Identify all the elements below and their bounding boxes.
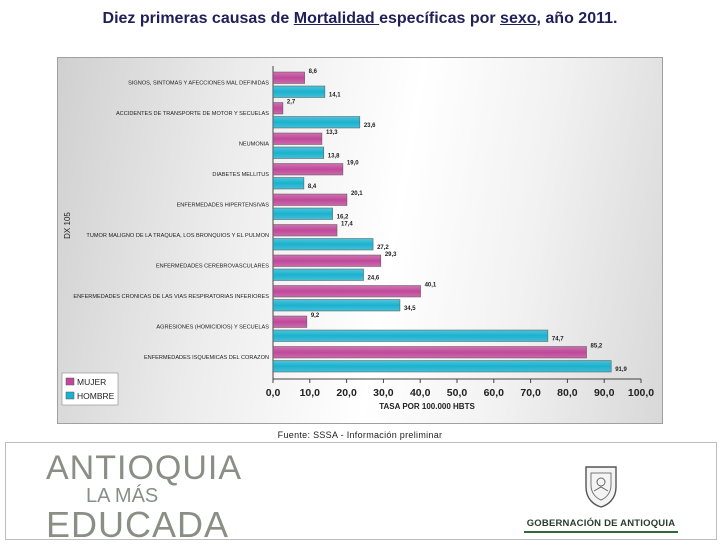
slide-title: Diez primeras causas de Mortalidad espec… — [0, 10, 720, 28]
source-note: Fuente: SSSA - Información preliminar — [277, 430, 443, 440]
category-label: TUMOR MALIGNO DE LA TRAQUEA, LOS BRONQUI… — [86, 233, 269, 239]
title-mortalidad: Mortalidad — [293, 10, 380, 27]
bar-mujer — [272, 132, 323, 145]
data-label: 16,2 — [337, 215, 349, 221]
x-tick-label: 100,0 — [628, 387, 654, 399]
y-axis-label: DX 105 — [63, 212, 72, 239]
x-tick-label: 0,0 — [266, 387, 281, 399]
category-label: ENFERMEDADES ISQUEMICAS DEL CORAZON — [144, 355, 269, 361]
x-tick-label: 70,0 — [520, 387, 541, 399]
logo-line-2: LA MÁS — [86, 485, 159, 507]
title-sexo: sexo — [500, 10, 537, 27]
data-label: 85,2 — [591, 344, 603, 350]
x-tick-label: 10,0 — [300, 387, 321, 399]
bar-hombre — [272, 238, 374, 251]
legend-swatch-mujer — [65, 377, 75, 386]
category-label: DIABETES MELLITUS — [212, 172, 269, 178]
footer-banner: ANTIOQUIA LA MÁS EDUCADA GOBERNACIÓN DE … — [5, 442, 717, 543]
category-label: SIGNOS, SINTOMAS Y AFECCIONES MAL DEFINI… — [128, 81, 269, 87]
bar-hombre — [272, 85, 326, 98]
title-text-end: , año 2011. — [536, 10, 618, 27]
data-label: 19,0 — [347, 161, 359, 167]
legend-label-mujer: MUJER — [77, 377, 106, 387]
bar-mujer — [272, 193, 348, 206]
data-label: 24,6 — [368, 276, 380, 282]
x-tick-label: 80,0 — [557, 387, 578, 399]
coat-of-arms-icon — [585, 466, 617, 508]
data-label: 13,3 — [326, 130, 338, 136]
bar-hombre — [272, 329, 549, 342]
data-label: 8,6 — [309, 69, 318, 75]
legend-label-hombre: HOMBRE — [77, 391, 115, 401]
bar-hombre — [272, 360, 612, 373]
x-axis-label: TASA POR 100.000 HBTS — [379, 402, 475, 411]
data-label: 9,2 — [311, 313, 320, 319]
bar-hombre — [272, 116, 361, 129]
title-text-mid: específicas por — [379, 10, 501, 27]
gobernacion-text: GOBERNACIÓN DE ANTIOQUIA — [526, 518, 676, 529]
data-label: 23,6 — [364, 123, 376, 129]
antioquia-la-mas-educada-logo: ANTIOQUIA LA MÁS EDUCADA — [46, 451, 242, 543]
data-label: 17,4 — [341, 222, 353, 228]
mortality-bar-chart: 0,0 10,0 20,0 30,0 40,0 50,0 60,0 70,0 80,0 90,0 1… — [61, 66, 654, 411]
gobernacion-rule — [524, 531, 678, 533]
category-label: ENFERMEDADES HIPERTENSIVAS — [177, 203, 270, 209]
data-label: 74,7 — [552, 337, 564, 343]
data-label: 8,4 — [308, 184, 317, 190]
data-label: 27,2 — [377, 245, 389, 251]
logo-line-3: EDUCADA — [46, 504, 230, 545]
logo-line-1: ANTIOQUIA — [46, 449, 243, 487]
category-label: ENFERMEDADES CRONICAS DE LAS VIAS RESPIR… — [73, 294, 269, 300]
gobernacion-logo: GOBERNACIÓN DE ANTIOQUIA — [516, 463, 686, 533]
bar-mujer — [272, 224, 338, 237]
data-label: 13,8 — [328, 154, 340, 160]
x-tick-label: 60,0 — [484, 387, 505, 399]
data-label: 40,1 — [425, 283, 437, 289]
x-tick-label: 20,0 — [336, 387, 357, 399]
category-label: ACCIDENTES DE TRANSPORTE DE MOTOR Y SECU… — [116, 111, 269, 117]
data-label: 14,1 — [329, 93, 341, 99]
data-label: 34,5 — [404, 306, 416, 312]
category-label: NEUMONIA — [239, 142, 269, 148]
x-tick-label: 30,0 — [373, 387, 394, 399]
bar-mujer — [272, 346, 587, 359]
category-label: AGRESIONES (HOMICIDIOS) Y SECUELAS — [156, 325, 269, 331]
bar-mujer — [272, 285, 421, 298]
bar-hombre — [272, 268, 364, 281]
bar-mujer — [272, 102, 284, 115]
legend-swatch-hombre — [65, 391, 75, 400]
bar-hombre — [272, 177, 305, 190]
x-tick-label: 90,0 — [594, 387, 615, 399]
bar-mujer — [272, 254, 382, 267]
title-text: Diez primeras causas de — [102, 10, 294, 27]
bar-mujer — [272, 163, 344, 176]
bar-hombre — [272, 146, 325, 159]
bar-mujer — [272, 71, 305, 84]
x-tick-label: 40,0 — [410, 387, 431, 399]
chart-frame: 0,0 10,0 20,0 30,0 40,0 50,0 60,0 70,0 80,0 90,0 1… — [57, 57, 663, 424]
data-label: 20,1 — [351, 191, 363, 197]
data-label: 2,7 — [287, 100, 296, 106]
bar-mujer — [272, 315, 308, 328]
data-label: 91,9 — [615, 367, 627, 373]
category-label: ENFERMEDADES CEREBROVASCULARES — [156, 264, 269, 270]
bar-hombre — [272, 207, 333, 220]
data-label: 29,3 — [385, 252, 397, 258]
x-tick-label: 50,0 — [447, 387, 468, 399]
bar-hombre — [272, 299, 401, 312]
